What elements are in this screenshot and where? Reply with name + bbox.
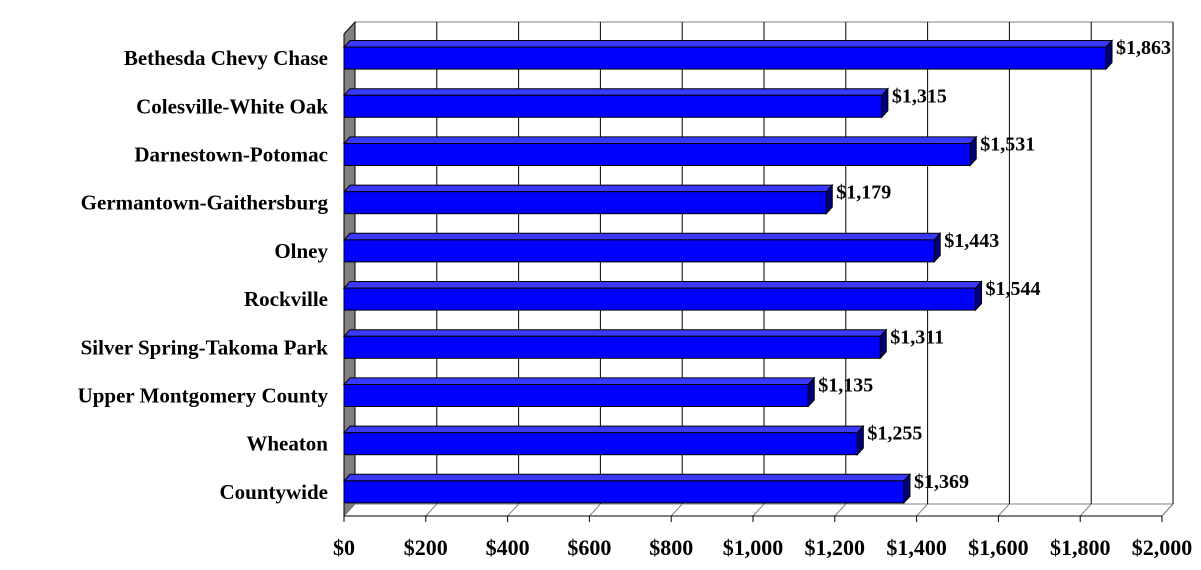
category-label: Wheaton — [246, 432, 328, 456]
bar-top-face — [342, 425, 865, 434]
bar — [342, 376, 816, 408]
category-label: Upper Montgomery County — [78, 384, 329, 408]
bar-top-face — [342, 281, 983, 289]
data-label: $1,544 — [986, 278, 1041, 300]
bar-front-face — [343, 94, 883, 118]
x-tick-label: $1,000 — [723, 535, 784, 560]
floor-gridline — [834, 503, 847, 517]
x-tick-label: $2,000 — [1132, 535, 1193, 560]
bars — [342, 39, 1114, 505]
bar — [342, 232, 942, 264]
x-tick-label: $0 — [333, 535, 355, 560]
bar — [342, 328, 888, 360]
data-label: $1,255 — [867, 423, 922, 445]
category-label: Bethesda Chevy Chase — [124, 46, 328, 70]
floor-gridline — [670, 503, 683, 517]
x-tick-label: $1,600 — [968, 535, 1029, 560]
bar-top-face — [342, 377, 816, 385]
floor-gridline — [589, 503, 601, 517]
x-tick-label: $400 — [486, 535, 530, 560]
category-label: Germantown-Gaithersburg — [81, 191, 329, 215]
bar — [342, 183, 834, 215]
bar-front-face — [343, 143, 971, 166]
x-tick-label: $600 — [567, 535, 611, 560]
bar-front-face — [343, 480, 905, 504]
bar-top-face — [342, 184, 834, 193]
x-tick-label: $800 — [649, 535, 693, 560]
floor-gridline — [1161, 503, 1174, 517]
x-tick-label: $1,200 — [805, 535, 866, 560]
data-label: $1,443 — [944, 230, 999, 252]
category-label: Rockville — [244, 287, 328, 311]
bar — [342, 473, 912, 505]
floor-gridline — [1079, 503, 1092, 517]
bar — [342, 280, 983, 312]
category-label: Olney — [274, 239, 328, 263]
bar — [342, 135, 978, 167]
data-label: $1,531 — [980, 134, 1035, 156]
bar-top-face — [342, 329, 888, 337]
bar-front-face — [343, 46, 1107, 70]
bar-front-face — [343, 432, 858, 456]
floor-gridline — [998, 503, 1010, 517]
data-label: $1,315 — [892, 85, 947, 107]
data-label: $1,311 — [890, 326, 944, 348]
bar-top-face — [342, 88, 890, 96]
data-label: $1,135 — [818, 375, 873, 397]
bar-front-face — [343, 287, 976, 311]
floor-gridline — [916, 503, 928, 517]
bar-front-face — [343, 191, 827, 215]
floor-gridline — [425, 503, 438, 517]
bar-top-face — [342, 232, 942, 241]
category-label: Silver Spring-Takoma Park — [81, 335, 329, 359]
x-tick-labels: $0 $200 $400 $600 $800 $1,000 $1,200 $1,400 $1,6… — [333, 535, 1192, 560]
bar-top-face — [342, 473, 912, 482]
category-label: Countywide — [219, 480, 328, 504]
bar — [342, 87, 890, 119]
bar-front-face — [343, 335, 881, 359]
data-label: $1,179 — [836, 182, 891, 204]
x-tick-label: $1,800 — [1050, 535, 1111, 560]
category-labels: Bethesda Chevy Chase Colesville-White Oak… — [78, 46, 329, 504]
bar — [342, 39, 1114, 71]
x-tick-label: $1,400 — [886, 535, 947, 560]
bar — [342, 424, 865, 456]
bar-top-face — [342, 40, 1114, 48]
data-label: $1,369 — [914, 471, 969, 493]
bar-front-face — [343, 384, 809, 407]
data-label: $1,863 — [1116, 37, 1171, 59]
bar-top-face — [342, 136, 978, 144]
x-tick-label: $200 — [404, 535, 448, 560]
bar-front-face — [343, 239, 935, 263]
floor-gridline — [752, 503, 765, 517]
floor-gridline — [507, 503, 519, 517]
data-labels: $1,863 $1,315 $1,531 $1,179 $1,443 $1,544 $1,3… — [818, 37, 1171, 493]
category-label: Colesville-White Oak — [136, 94, 328, 118]
category-label: Darnestown-Potomac — [134, 143, 328, 167]
